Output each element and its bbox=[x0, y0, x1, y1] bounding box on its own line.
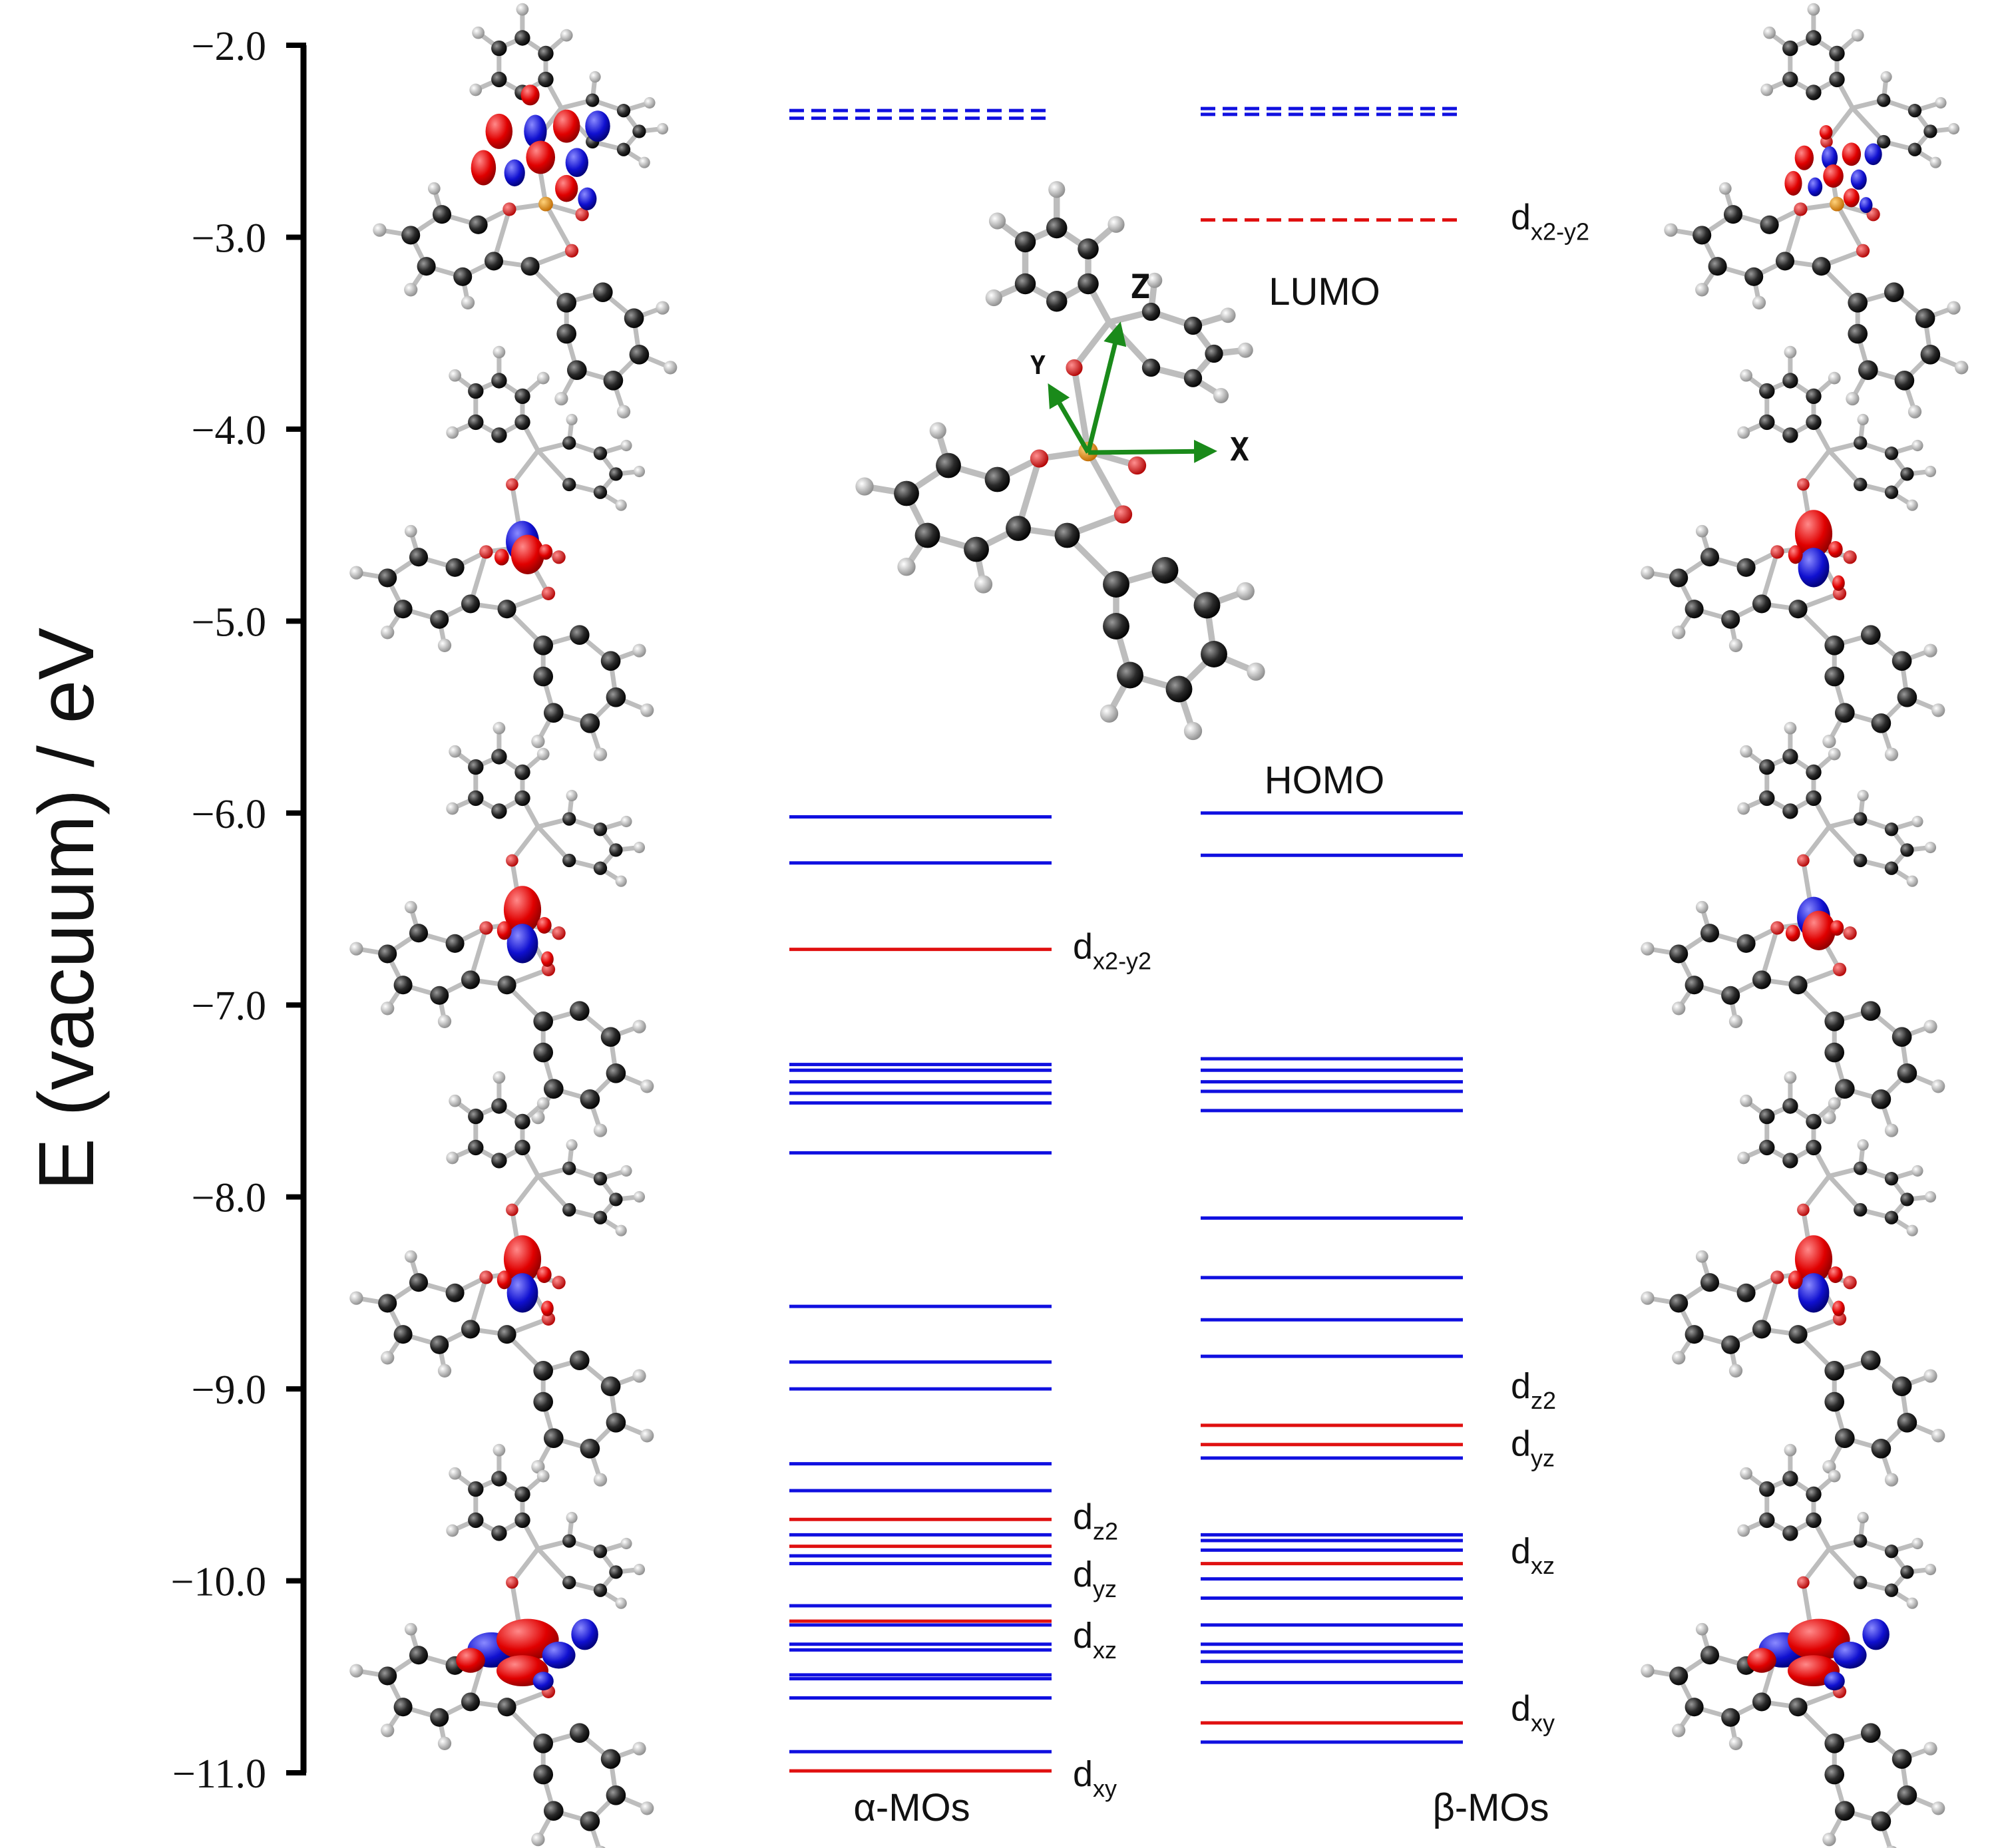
y-tick-label: −6.0 bbox=[192, 792, 266, 837]
d-orbital-label: dyz bbox=[1511, 1424, 1555, 1472]
d-orbital-label: dz2 bbox=[1511, 1366, 1556, 1414]
y-axis-letter: Y bbox=[1030, 351, 1046, 380]
z-axis-label: Z bbox=[1130, 268, 1150, 306]
alpha-orbital-2 bbox=[349, 346, 654, 761]
y-axis-label: E (vacuum) / eV bbox=[23, 628, 110, 1191]
d-orbital-label: dxy bbox=[1511, 1689, 1555, 1737]
y-tick-label: −4.0 bbox=[192, 408, 266, 453]
beta-orbital-1 bbox=[1664, 3, 1968, 419]
alpha-mos-label: α-MOs bbox=[853, 1786, 970, 1829]
y-tick-label: −8.0 bbox=[192, 1176, 266, 1221]
alpha-orbital-5 bbox=[349, 1444, 654, 1848]
beta-orbital-4 bbox=[1641, 1071, 1945, 1487]
d-orbital-label: dxy bbox=[1073, 1754, 1117, 1802]
d-orbital-label: dxz bbox=[1511, 1531, 1555, 1579]
x-axis-label: X bbox=[1230, 431, 1249, 468]
d-orbital-label: dz2 bbox=[1073, 1497, 1118, 1545]
coordinate-axes bbox=[1048, 321, 1217, 463]
y-axis-ticks: −2.0 −3.0 −4.0 −5.0 −6.0 −7.0 −8.0 −9.0 −10.0 −11… bbox=[171, 24, 306, 1797]
d-orbital-label: dx2-y2 bbox=[1511, 197, 1589, 245]
y-tick-label: −7.0 bbox=[192, 984, 266, 1029]
beta-mos-label: β-MOs bbox=[1432, 1786, 1549, 1829]
d-orbital-label: dyz bbox=[1073, 1555, 1117, 1602]
energy-levels bbox=[789, 106, 1463, 1773]
homo-label: HOMO bbox=[1265, 759, 1384, 802]
y-axis-arrow bbox=[1048, 383, 1091, 454]
alpha-orbital-4 bbox=[349, 1071, 654, 1487]
beta-orbital-2 bbox=[1641, 346, 1945, 761]
inset-molecule bbox=[855, 181, 1265, 740]
d-orbital-label: dxz bbox=[1073, 1616, 1117, 1664]
y-tick-label: −5.0 bbox=[192, 600, 266, 645]
lumo-label: LUMO bbox=[1269, 270, 1380, 313]
d-orbital-label: dx2-y2 bbox=[1073, 927, 1151, 975]
alpha-orbital-1 bbox=[373, 3, 677, 419]
beta-orbital-5 bbox=[1641, 1444, 1945, 1848]
y-axis: −2.0 −3.0 −4.0 −5.0 −6.0 −7.0 −8.0 −9.0 −10.0 −11… bbox=[171, 24, 307, 1797]
z-axis-arrow bbox=[1086, 321, 1127, 453]
y-tick-label: −2.0 bbox=[192, 24, 266, 69]
d-orbital-labels: dx2-y2 dz2 dyz dxz dxy dx2-y2 dz2 dyz dxz dxy bbox=[1073, 197, 1589, 1801]
y-tick-label: −11.0 bbox=[172, 1752, 266, 1797]
y-tick-label: −3.0 bbox=[192, 216, 266, 261]
y-tick-label: −10.0 bbox=[171, 1560, 266, 1605]
x-axis-arrow bbox=[1088, 439, 1217, 463]
y-tick-label: −9.0 bbox=[192, 1368, 266, 1413]
